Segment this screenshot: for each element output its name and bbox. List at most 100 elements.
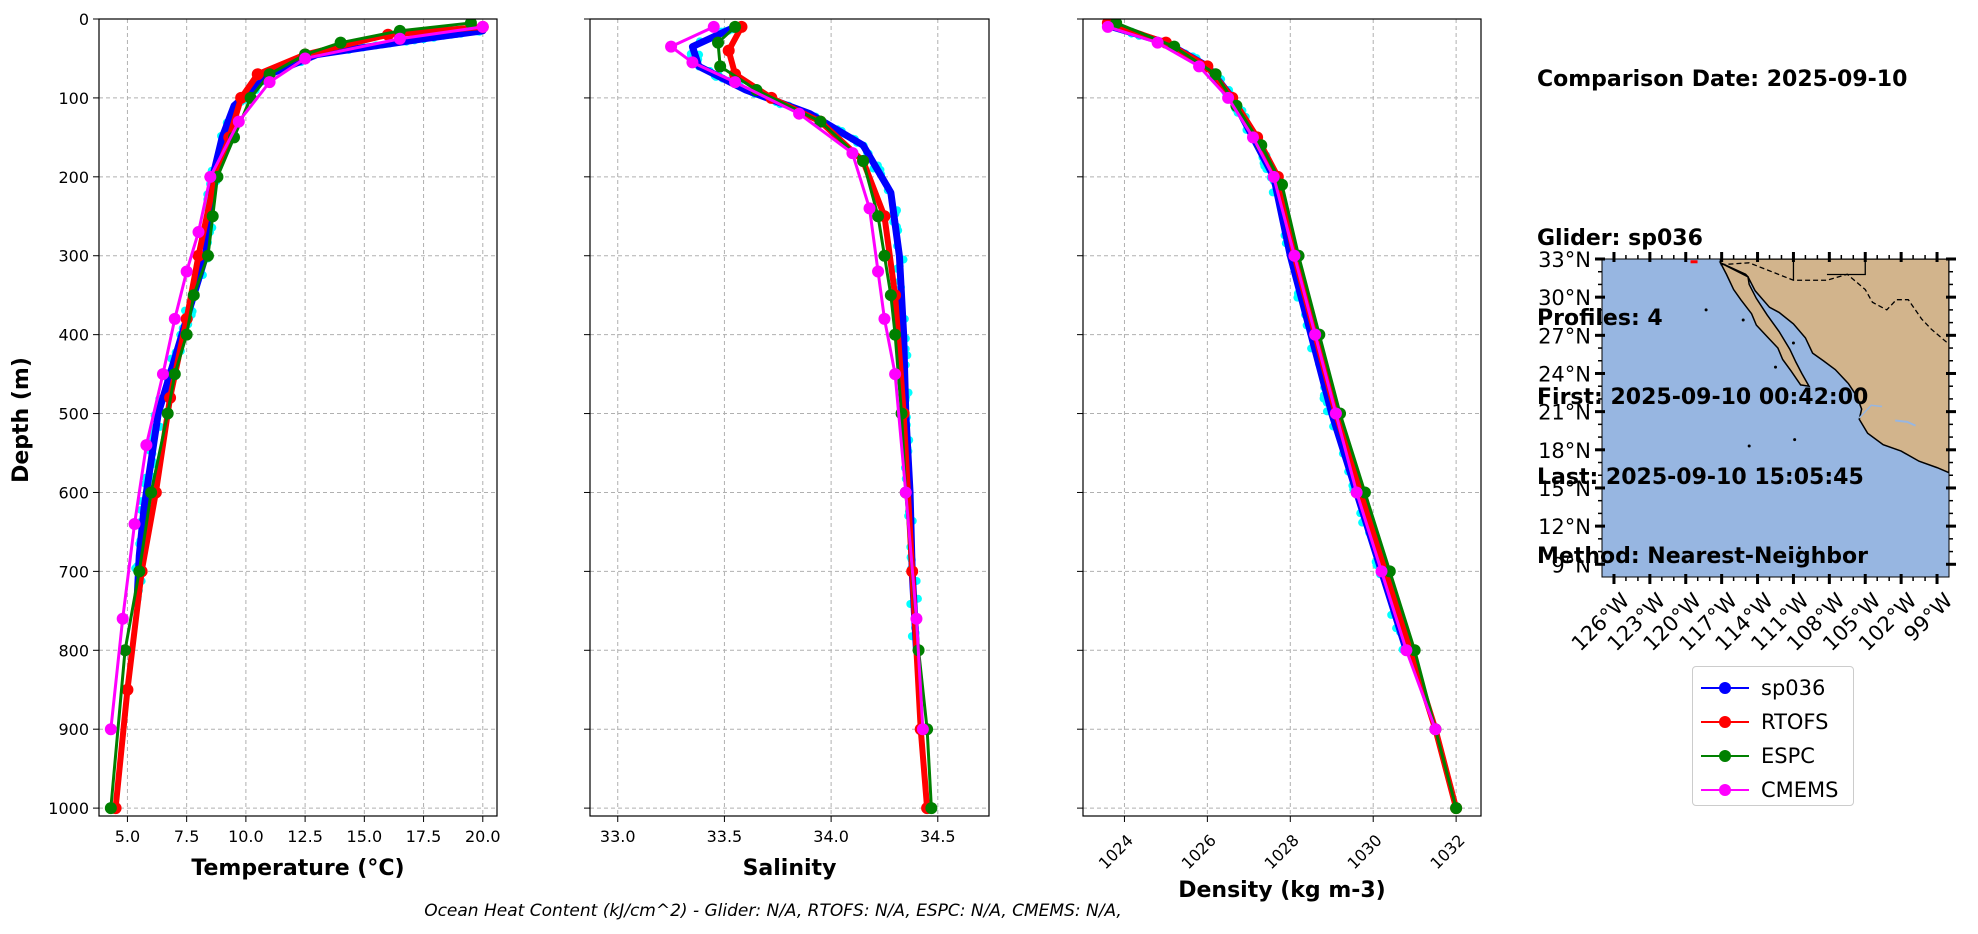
axes-frame (98, 18, 498, 817)
series-point-cmems (180, 265, 193, 278)
x-tick-label: 1032 (1426, 831, 1468, 873)
series-line-cmems (1106, 25, 1437, 731)
legend-swatch (1701, 778, 1749, 802)
series-point-espc (814, 115, 827, 128)
map-frame (1601, 258, 1950, 578)
series-point-cmems (156, 368, 169, 381)
series-point-cmems (707, 20, 720, 33)
series-point-espc (884, 289, 897, 302)
x-tick-label: 10.0 (228, 827, 264, 846)
series-point-cmems (916, 723, 929, 736)
series-point-espc (180, 328, 193, 341)
series-point-espc (133, 565, 146, 578)
series-point-rtofs (722, 44, 735, 57)
series-point-cmems (1429, 723, 1442, 736)
map-island (1741, 318, 1745, 322)
y-tick-label: 300 (58, 247, 89, 266)
series-point-cmems (1400, 644, 1413, 657)
series-point-espc (1383, 565, 1396, 578)
map-lat-label: 24°N (1538, 362, 1591, 386)
series-point-espc (857, 155, 870, 168)
series-point-cmems (686, 56, 699, 69)
x-tick-label: 12.5 (287, 827, 323, 846)
series-point-espc (1276, 178, 1288, 191)
x-tick-label: 33.0 (600, 827, 636, 846)
series-point-cmems (192, 226, 205, 239)
map-lat-label: 18°N (1538, 439, 1591, 463)
series-point-rtofs (121, 683, 134, 696)
glider-location-map: 33°N30°N27°N24°N21°N18°N15°N12°N9°N126°W… (1538, 248, 1957, 656)
series-line-espc (109, 21, 473, 810)
series-line-sp036 (1108, 23, 1410, 654)
x-tick-label: 34.5 (920, 827, 956, 846)
density-x-axis-label: Density (kg m-3) (1178, 878, 1386, 903)
series-point-espc (145, 486, 158, 499)
legend-item-sp036: sp036 (1701, 673, 1825, 703)
temperature-y-axis-label: Depth (m) (9, 357, 34, 483)
series-point-espc (729, 20, 742, 33)
series-point-espc (925, 802, 938, 815)
x-tick-label: 15.0 (347, 827, 383, 846)
legend-label: RTOFS (1761, 710, 1829, 734)
axes-frame (589, 18, 990, 817)
x-tick-label: 34.0 (813, 827, 849, 846)
comparison-date: Comparison Date: 2025-09-10 (1537, 67, 1908, 92)
comparison-info: Comparison Date: 2025-09-10 Glider: sp03… (1537, 14, 1907, 597)
series-point-espc (1358, 486, 1371, 499)
map-lat-label: 15°N (1538, 477, 1591, 501)
series-point-cmems (1222, 91, 1235, 104)
series-point-rtofs (235, 91, 248, 104)
series-point-cmems (263, 76, 276, 89)
series-point-cmems (863, 202, 876, 215)
series-line-espc (1114, 21, 1458, 810)
series-point-espc (168, 368, 181, 381)
y-tick-label: 1000 (48, 799, 89, 818)
legend-swatch (1701, 710, 1749, 734)
legend-item-espc: ESPC (1701, 741, 1815, 771)
series-point-cmems (1246, 131, 1259, 144)
series-point-cmems (393, 32, 406, 45)
map-river (1895, 419, 1916, 427)
map-island (1791, 341, 1795, 345)
series-point-cmems (899, 486, 912, 499)
legend-item-cmems: CMEMS (1701, 775, 1839, 805)
series-point-espc (161, 407, 174, 420)
series-point-espc (206, 210, 219, 223)
series-point-cmems (1267, 170, 1280, 183)
y-tick-label: 800 (58, 641, 89, 660)
series-point-espc (187, 289, 200, 302)
map-lat-label: 30°N (1538, 286, 1591, 310)
x-tick-label: 1028 (1261, 831, 1303, 873)
series-point-cmems (232, 115, 245, 128)
series-point-cmems (1288, 249, 1301, 262)
map-glider-marker (1690, 260, 1698, 264)
salinity-panel: 33.0 33.5 34.0 34.5 Salinity (584, 18, 990, 881)
series-point-cmems (140, 439, 153, 452)
series-point-cmems (729, 76, 742, 89)
y-tick-label: 200 (58, 168, 89, 187)
x-tick-label: 20.0 (465, 827, 501, 846)
series-point-cmems (168, 312, 181, 325)
series-point-cmems (1375, 565, 1388, 578)
series-line-sp036 (688, 23, 920, 654)
legend-swatch (1701, 676, 1749, 700)
x-tick-label: 1024 (1095, 831, 1137, 873)
series-point-espc (878, 249, 891, 262)
interpolation-method: Method: Nearest-Neighbor (1537, 544, 1868, 569)
series-point-cmems (1151, 36, 1164, 49)
series-point-cmems (1329, 407, 1342, 420)
series-point-espc (201, 249, 214, 262)
map-lat-label: 12°N (1538, 515, 1591, 539)
series-point-espc (714, 60, 727, 73)
series-point-cmems (1101, 20, 1114, 33)
series-point-espc (334, 36, 347, 49)
y-tick-label: 100 (58, 89, 89, 108)
legend: sp036 RTOFS ESPC CMEMS (1692, 666, 1854, 806)
series-point-espc (104, 802, 117, 815)
series-line-cmems (669, 25, 925, 731)
series-point-rtofs (251, 68, 264, 81)
temperature-x-axis-label: Temperature (°C) (191, 856, 404, 881)
map-baja-california (1718, 261, 1811, 388)
map-river (1858, 404, 1883, 419)
